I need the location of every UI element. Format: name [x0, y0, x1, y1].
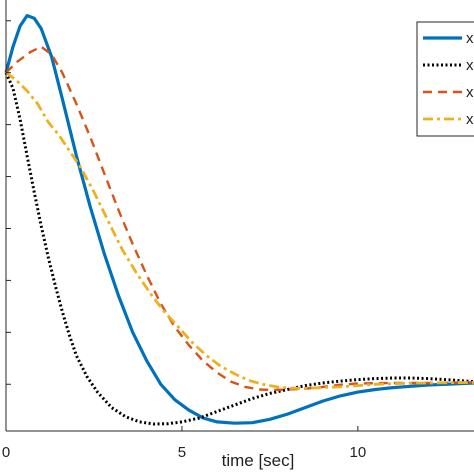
series-line-3	[5, 45, 474, 392]
series-layer	[4, 14, 474, 426]
legend-label-4: x	[466, 111, 474, 128]
plot-area	[6, 0, 474, 431]
x-tick-label: 10	[350, 444, 367, 461]
y-ticks	[6, 20, 11, 385]
x-axis-label: time [sec]	[222, 451, 295, 470]
legend-label-2: x	[466, 57, 474, 74]
series-line-1	[4, 14, 474, 425]
series-line-4	[5, 71, 474, 390]
legend-box	[416, 21, 474, 137]
x-ticks: 0 5 10	[2, 426, 366, 461]
series-line-2	[4, 72, 474, 426]
x-tick-label: 5	[178, 444, 186, 461]
legend-label-1: x	[466, 30, 474, 47]
legend-label-3: x	[466, 84, 474, 101]
x-tick-label: 0	[2, 444, 10, 461]
